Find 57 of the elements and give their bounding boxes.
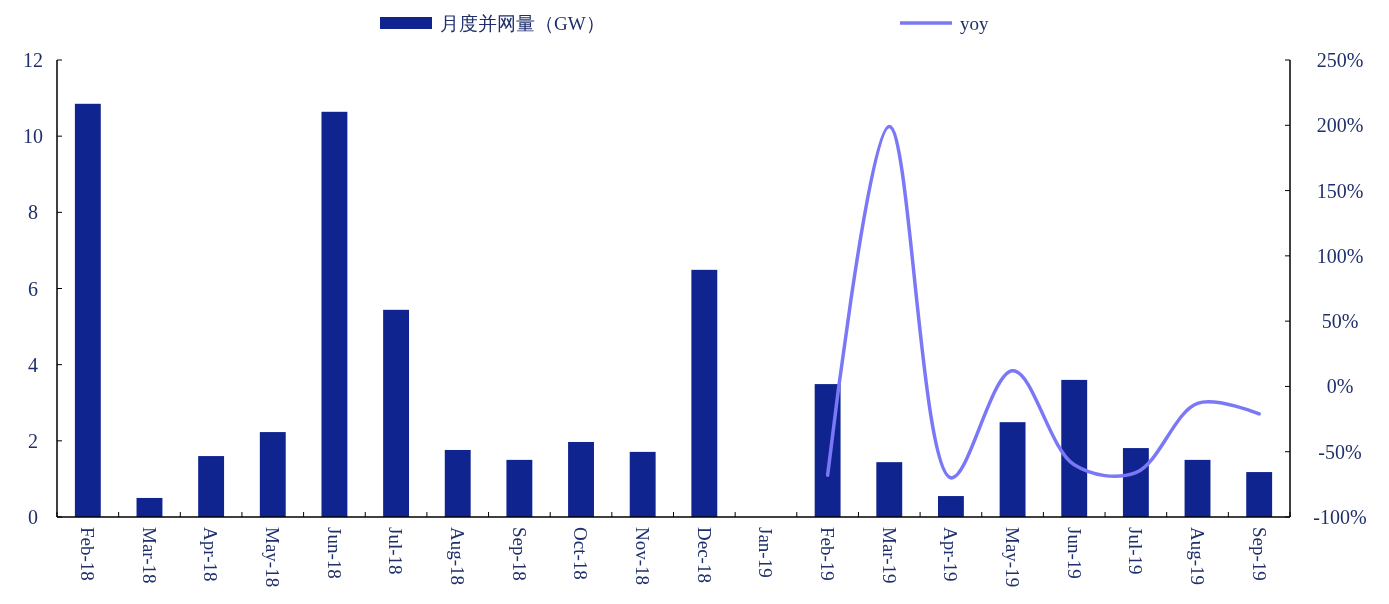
bar: [1061, 379, 1088, 517]
x-tick-label: Mar-19: [878, 527, 900, 584]
x-tick-label: Feb-19: [816, 527, 838, 581]
x-tick-label: Mar-18: [138, 527, 160, 584]
x-tick-label: Apr-19: [940, 527, 962, 582]
bar: [1246, 472, 1273, 517]
x-tick-label: Sep-18: [508, 527, 530, 581]
bar: [876, 462, 903, 517]
bar: [691, 269, 718, 517]
bar: [1184, 459, 1211, 517]
y2-tick-label: 0%: [1326, 375, 1354, 398]
x-tick-label: Dec-18: [693, 527, 715, 583]
x-tick-label: Jun-18: [323, 527, 345, 579]
x-tick-label: Aug-19: [1186, 527, 1208, 586]
y-tick-label: 8: [28, 201, 38, 224]
x-tick-label: Nov-18: [632, 527, 654, 586]
y2-tick-label: 150%: [1316, 179, 1364, 202]
line-series: [825, 124, 1261, 480]
y-tick-label: 12: [23, 49, 43, 71]
x-tick-label: Aug-18: [447, 527, 469, 586]
bar: [321, 111, 348, 517]
x-tick-label: Feb-18: [77, 527, 99, 581]
y2-tick-label: -50%: [1318, 440, 1362, 463]
bar: [383, 309, 410, 517]
y-tick-label: 6: [28, 277, 38, 300]
bar: [629, 451, 656, 517]
bar: [198, 456, 225, 517]
bar: [568, 441, 594, 517]
y2-tick-label: 250%: [1316, 49, 1364, 71]
y2-tick-label: -100%: [1313, 506, 1367, 528]
x-tick-label: Jun-19: [1063, 527, 1085, 579]
legend-label: 月度并网量（GW）: [440, 12, 605, 34]
y2-tick-label: 200%: [1316, 114, 1364, 137]
y2-tick-label: 50%: [1321, 310, 1359, 333]
x-tick-label: Sep-19: [1248, 527, 1270, 581]
x-tick-label: Jul-19: [1125, 527, 1147, 575]
x-tick-label: May-18: [262, 527, 284, 588]
bar: [444, 449, 471, 517]
x-tick-label: Apr-18: [200, 527, 222, 582]
bar: [937, 496, 964, 517]
x-tick-label: May-19: [1001, 527, 1023, 588]
bar: [259, 432, 286, 517]
bar: [74, 103, 101, 517]
bar: [506, 459, 533, 517]
y2-tick-label: 100%: [1316, 244, 1364, 267]
x-tick-label: Oct-18: [570, 527, 592, 580]
x-tick-label: Jan-19: [755, 527, 777, 578]
y-tick-label: 0: [28, 506, 38, 528]
bar: [136, 497, 163, 517]
y-tick-label: 10: [23, 125, 43, 148]
y-tick-label: 4: [28, 353, 38, 376]
x-tick-label: Jul-18: [385, 527, 407, 575]
bar: [1122, 448, 1149, 517]
legend-label: yoy: [960, 12, 989, 34]
bar: [999, 422, 1026, 517]
y-tick-label: 2: [28, 429, 38, 452]
bar: [814, 384, 841, 517]
